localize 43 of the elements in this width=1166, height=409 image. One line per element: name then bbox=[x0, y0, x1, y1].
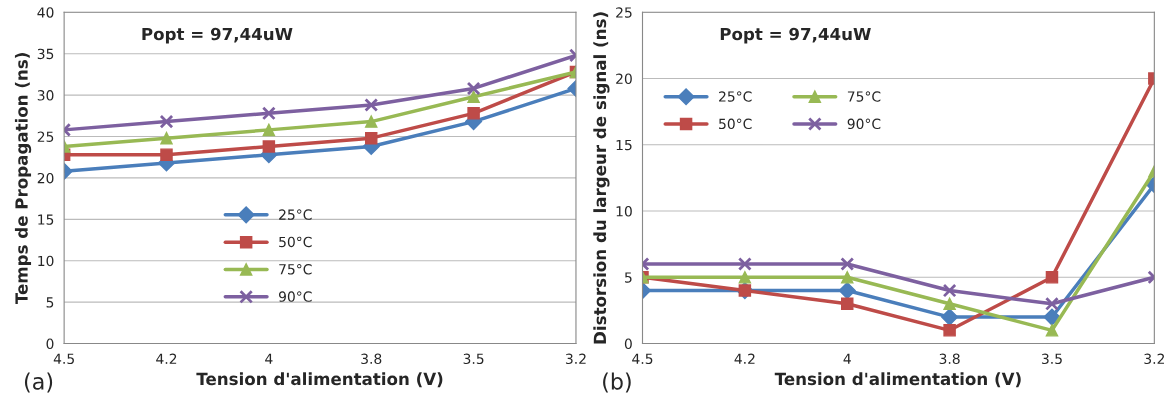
y-tick-label: 40 bbox=[37, 7, 54, 18]
y-axis-title: Distorsion du largeur de signal (ns) bbox=[593, 12, 610, 344]
x-tick-label: 4.2 bbox=[734, 353, 755, 364]
legend-label: 75°C bbox=[279, 264, 312, 275]
x-tick-label: 3.5 bbox=[463, 353, 484, 365]
x-tick-label: 3.8 bbox=[361, 353, 382, 365]
y-axis-title: Temps de Propagation (ns) bbox=[14, 53, 32, 305]
x-tick-label: 4.5 bbox=[53, 353, 74, 365]
x-tick-label: 3.2 bbox=[565, 353, 586, 365]
y-tick-label: 0 bbox=[46, 338, 54, 350]
y-tick-label: 5 bbox=[46, 297, 54, 308]
x-tick-label: 4 bbox=[843, 353, 851, 364]
legend-label: 50°C bbox=[279, 236, 312, 248]
x-tick-label: 3.8 bbox=[939, 353, 960, 365]
legend-label: 25°C bbox=[279, 209, 312, 220]
annotation: Popt = 97,44uW bbox=[142, 27, 293, 44]
x-tick-label: 4 bbox=[265, 353, 273, 364]
y-tick-label: 35 bbox=[37, 48, 54, 60]
legend-label: 90°C bbox=[847, 118, 881, 130]
legend-label: 90°C bbox=[278, 291, 312, 302]
x-axis-title: Tension d'alimentation (V) bbox=[196, 372, 443, 388]
y-tick-label: 15 bbox=[38, 214, 54, 225]
x-tick-label: 3.2 bbox=[1144, 353, 1164, 365]
y-tick-label: 25 bbox=[37, 131, 54, 142]
text: (a) bbox=[24, 372, 53, 393]
x-tick-label: 3.5 bbox=[1041, 353, 1062, 365]
x-tick-label: 4.5 bbox=[632, 353, 653, 365]
y-tick-label: 30 bbox=[37, 90, 54, 101]
legend-label: 50°C bbox=[719, 118, 752, 130]
y-tick-label: 25 bbox=[616, 7, 632, 18]
text: (b) bbox=[603, 372, 631, 393]
annotation: Popt = 97,44uW bbox=[720, 27, 871, 44]
legend-label: 75°C bbox=[847, 91, 881, 102]
y-tick-label: 20 bbox=[616, 73, 632, 84]
y-tick-label: 5 bbox=[625, 272, 632, 283]
y-tick-label: 15 bbox=[616, 139, 632, 151]
y-tick-label: 10 bbox=[38, 255, 54, 267]
y-tick-label: 10 bbox=[616, 206, 632, 217]
y-tick-label: 0 bbox=[624, 338, 632, 350]
x-tick-label: 4.2 bbox=[156, 353, 177, 364]
y-tick-label: 20 bbox=[37, 172, 54, 184]
legend-label: 25°C bbox=[719, 91, 752, 102]
x-axis-title: Tension d'alimentation (V) bbox=[774, 372, 1021, 388]
